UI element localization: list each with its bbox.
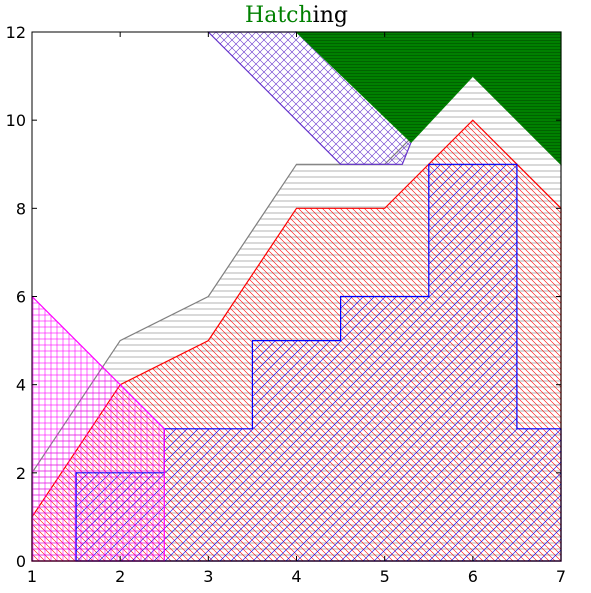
y-tick-label: 10 [6, 111, 26, 130]
y-tick-label: 2 [16, 464, 26, 483]
x-tick-label: 4 [291, 567, 301, 586]
x-tick-label: 2 [115, 567, 125, 586]
chart-title: Hatching [245, 3, 348, 28]
title-segment: Hatch [245, 3, 313, 28]
area-layer [31, 31, 562, 562]
x-tick-label: 3 [203, 567, 213, 586]
y-tick-label: 12 [6, 23, 26, 42]
title-segment: ing [313, 3, 348, 28]
x-tick-label: 5 [380, 567, 390, 586]
x-tick-label: 1 [27, 567, 37, 586]
x-tick-label: 6 [468, 567, 478, 586]
y-tick-label: 4 [16, 376, 26, 395]
y-tick-label: 0 [16, 552, 26, 571]
y-tick-label: 6 [16, 288, 26, 307]
x-tick-label: 7 [556, 567, 566, 586]
y-tick-label: 8 [16, 199, 26, 218]
